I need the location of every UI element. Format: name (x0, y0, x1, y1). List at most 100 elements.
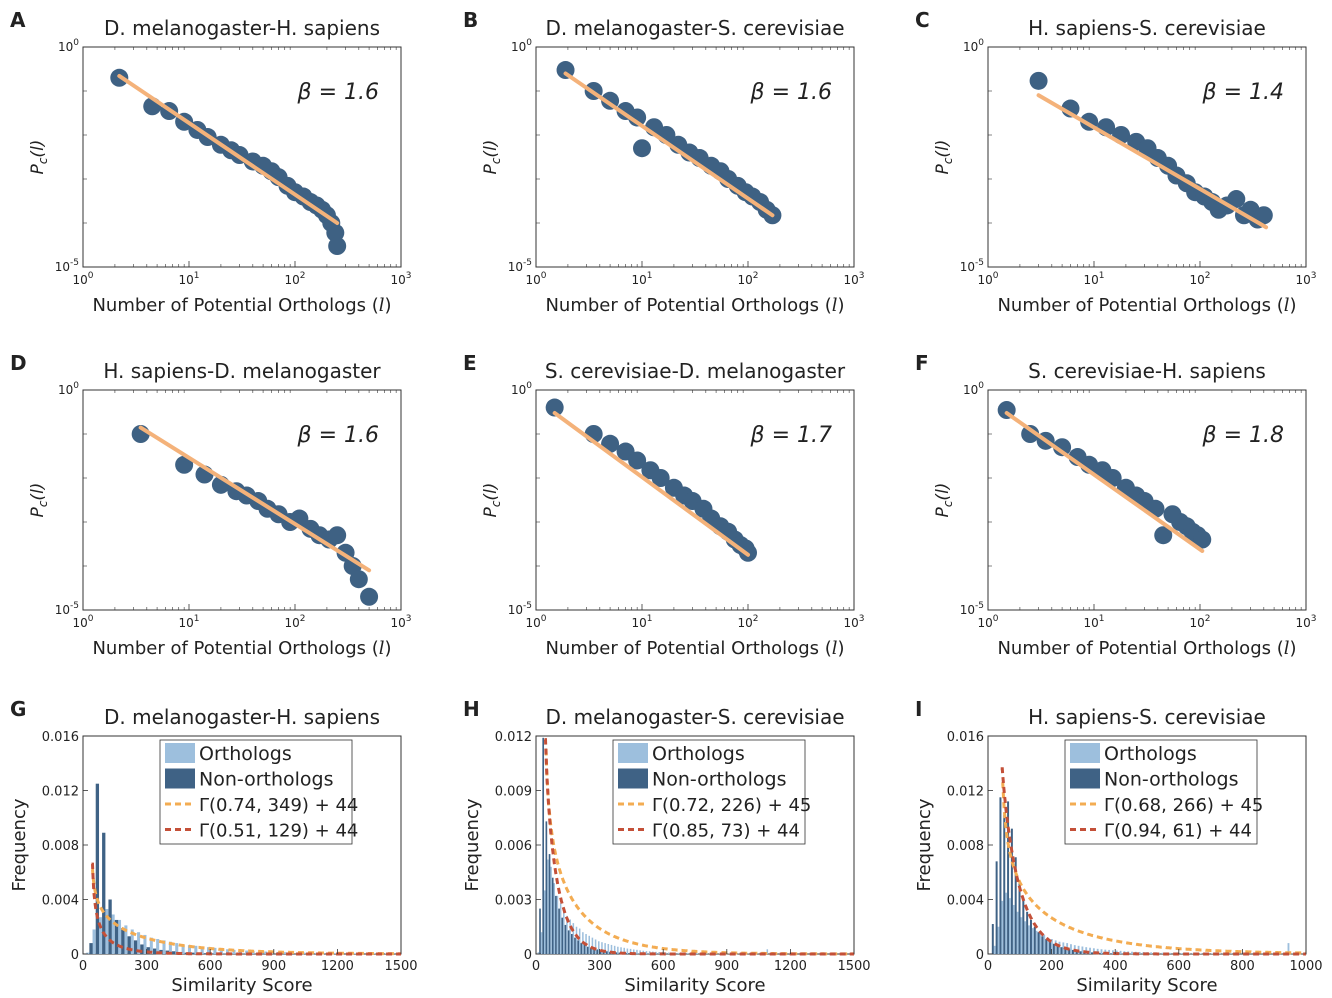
non-ortholog-bar (618, 952, 621, 954)
legend-swatch (1070, 743, 1100, 763)
panel-title: H. sapiens-S. cerevisiae (1028, 705, 1266, 729)
panel-D: D H. sapiens-D. melanogaster 100 101 102 103 1… (10, 351, 412, 659)
ortholog-bar (1020, 917, 1023, 954)
ortholog-bar (604, 943, 606, 954)
legend-gamma-fit-2: Γ(0.85, 73) + 44 (618, 821, 800, 842)
x-tick-label: 101 (178, 614, 199, 630)
ortholog-bar (556, 895, 559, 954)
ortholog-bar (143, 934, 147, 954)
ortholog-bar (130, 929, 134, 954)
x-axis-label: Number of Potential Orthologs (l) (997, 638, 1296, 659)
y-axis-label-text: Frequency (914, 798, 935, 891)
legend-gamma-fit-2: Γ(0.94, 61) + 44 (1070, 821, 1252, 842)
legend: Orthologs Non-orthologs Γ(0.72, 226) + 45 Γ… (612, 739, 811, 845)
non-ortholog-bar (1068, 949, 1071, 954)
non-ortholog-bar (539, 908, 541, 954)
x-tick-label: 0 (532, 959, 540, 974)
beta-annotation: β = 1.6 (297, 80, 379, 105)
x-tick-label: 101 (1083, 614, 1104, 630)
beta-annotation: β = 1.4 (1202, 80, 1284, 105)
ortholog-bar (626, 948, 629, 954)
y-tick-label: 100 (58, 38, 79, 54)
x-axis-label: Similarity Score (171, 975, 312, 996)
ortholog-bar (1180, 953, 1183, 954)
ortholog-bar (594, 939, 597, 954)
non-ortholog-bar (605, 951, 608, 954)
legend-swatch (618, 768, 648, 789)
panel-letter: G (10, 697, 26, 721)
y-axis-label-text: Pc(l) (481, 140, 503, 175)
ortholog-bar (1092, 948, 1095, 954)
ortholog-bar (1039, 933, 1042, 954)
y-tick-label: 0.006 (495, 839, 532, 854)
ortholog-bar (334, 953, 338, 954)
panel-letter: E (463, 351, 477, 375)
ortholog-bar (1035, 930, 1038, 954)
gamma-fit-curve (544, 738, 854, 956)
y-tick-label: 0.012 (495, 730, 532, 745)
non-ortholog-bar (1018, 883, 1021, 954)
x-tick-label: 101 (631, 271, 652, 287)
ortholog-bar (655, 951, 657, 954)
x-tick-label: 900 (714, 959, 739, 974)
non-ortholog-bar (1007, 801, 1010, 954)
data-point (545, 398, 564, 417)
non-ortholog-bar (577, 940, 579, 954)
legend: Orthologs Non-orthologs Γ(0.74, 349) + 44 Γ… (159, 739, 358, 845)
data-point (328, 526, 347, 545)
non-ortholog-bar (1060, 947, 1063, 954)
data-point (1053, 438, 1072, 457)
ortholog-bar (1081, 946, 1084, 954)
non-ortholog-bar (555, 895, 557, 954)
x-axis-label: Number of Potential Orthologs (l) (997, 295, 1296, 316)
x-axis-label: Number of Potential Orthologs (l) (92, 638, 391, 659)
y-tick-label: 100 (511, 381, 532, 397)
panel-title: D. melanogaster-H. sapiens (104, 16, 380, 40)
ortholog-bar (569, 919, 571, 954)
ortholog-bar (1005, 892, 1008, 954)
ortholog-bar (607, 944, 610, 954)
x-tick-label: 103 (390, 271, 411, 287)
data-point (349, 570, 368, 589)
legend-label: Orthologs (652, 743, 745, 765)
fit-line (1004, 411, 1205, 553)
ortholog-bar (353, 953, 357, 954)
ortholog-bar (575, 926, 578, 954)
y-tick-label: 0 (524, 948, 532, 963)
ortholog-bar (1054, 940, 1057, 954)
ortholog-bar (766, 949, 769, 954)
ortholog-bar (645, 951, 648, 954)
x-tick-label: 100 (72, 614, 93, 630)
x-tick-label: 300 (134, 959, 159, 974)
legend-label: Non-orthologs (652, 769, 787, 791)
x-tick-label: 600 (1166, 959, 1191, 974)
y-tick-label: 0.008 (42, 839, 79, 854)
ortholog-bar (1188, 953, 1191, 954)
x-tick-label: 101 (178, 271, 199, 287)
y-tick-label: 10-5 (960, 601, 984, 617)
legend-swatch (1070, 768, 1100, 789)
ortholog-bar (706, 953, 708, 954)
legend-orthologs: Orthologs (1070, 743, 1197, 765)
ortholog-bar (175, 943, 179, 954)
y-tick-label: 10-5 (55, 601, 79, 617)
non-ortholog-bar (545, 821, 548, 954)
ortholog-bar (168, 941, 172, 954)
non-ortholog-bar (548, 854, 551, 954)
scatter-points (997, 401, 1212, 549)
x-tick-label: 102 (737, 614, 758, 630)
ortholog-bar (117, 919, 122, 954)
y-axis-label-text: Pc(l) (28, 483, 50, 518)
panel-letter: F (915, 351, 929, 375)
gamma-fit-curve (1000, 767, 1306, 956)
y-axis-label-text: Frequency (462, 798, 483, 891)
non-ortholog-bar (1049, 941, 1052, 954)
ortholog-bar (629, 948, 632, 954)
gamma-fit-curve (1001, 782, 1306, 955)
ortholog-bar (566, 915, 568, 954)
x-tick-label: 0 (984, 959, 992, 974)
ortholog-bar (559, 903, 562, 954)
plot-frame (987, 389, 1307, 611)
ortholog-bar (598, 941, 600, 954)
